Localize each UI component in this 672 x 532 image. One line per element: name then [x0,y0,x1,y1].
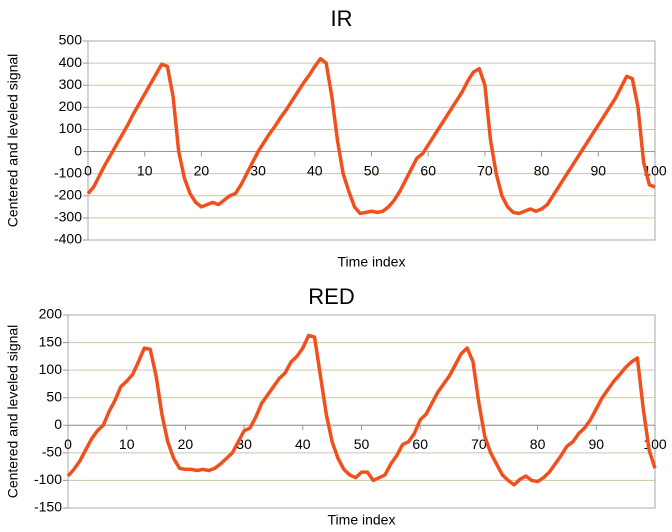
series-line [66,333,657,487]
y-tick-label: -200 [54,186,82,202]
y-tick-label: 100 [59,120,83,136]
x-tick-label: 50 [354,436,370,452]
chart-title: IR [331,6,353,31]
series-line [86,56,656,216]
x-tick-label: 40 [295,436,311,452]
x-tick-label: 20 [178,436,194,452]
chart-title: RED [308,284,354,309]
x-tick-label: 90 [589,436,605,452]
y-axis-label: Centered and leveled signal [5,325,21,499]
x-tick-label: 30 [250,162,266,178]
x-tick-label: 20 [194,162,210,178]
x-tick-label: 10 [119,436,135,452]
y-tick-label: 150 [39,333,63,349]
x-tick-label: 80 [530,436,546,452]
y-tick-label: -150 [34,499,62,515]
x-tick-label: 50 [364,162,380,178]
y-tick-label: 200 [39,306,63,322]
x-axis-label: Time index [328,512,396,528]
x-tick-label: 70 [471,436,487,452]
x-tick-label: 0 [64,436,72,452]
x-tick-label: 10 [137,162,153,178]
y-tick-label: -50 [42,444,62,460]
y-tick-label: -300 [54,209,82,225]
y-tick-label: 50 [46,388,62,404]
plot-frame [67,314,656,509]
x-tick-label: 70 [477,162,493,178]
y-tick-label: 200 [59,98,83,114]
x-tick-label: 0 [84,162,92,178]
y-tick-label: 300 [59,76,83,92]
y-tick-label: -100 [54,164,82,180]
y-tick-label: -100 [34,471,62,487]
plot-frame [87,40,656,241]
x-tick-label: 90 [591,162,607,178]
y-tick-label: 400 [59,54,83,70]
y-tick-label: -400 [54,231,82,247]
x-axis-label: Time index [338,254,406,270]
x-tick-label: 60 [412,436,428,452]
y-tick-label: 0 [54,416,62,432]
x-tick-label: 80 [534,162,550,178]
x-tick-label: 60 [420,162,436,178]
x-tick-label: 40 [307,162,323,178]
x-tick-label: 100 [643,162,667,178]
y-axis-label: Centered and leveled signal [5,54,21,228]
y-tick-label: 0 [74,142,82,158]
y-tick-label: 100 [39,361,63,377]
y-tick-label: 500 [59,32,83,48]
